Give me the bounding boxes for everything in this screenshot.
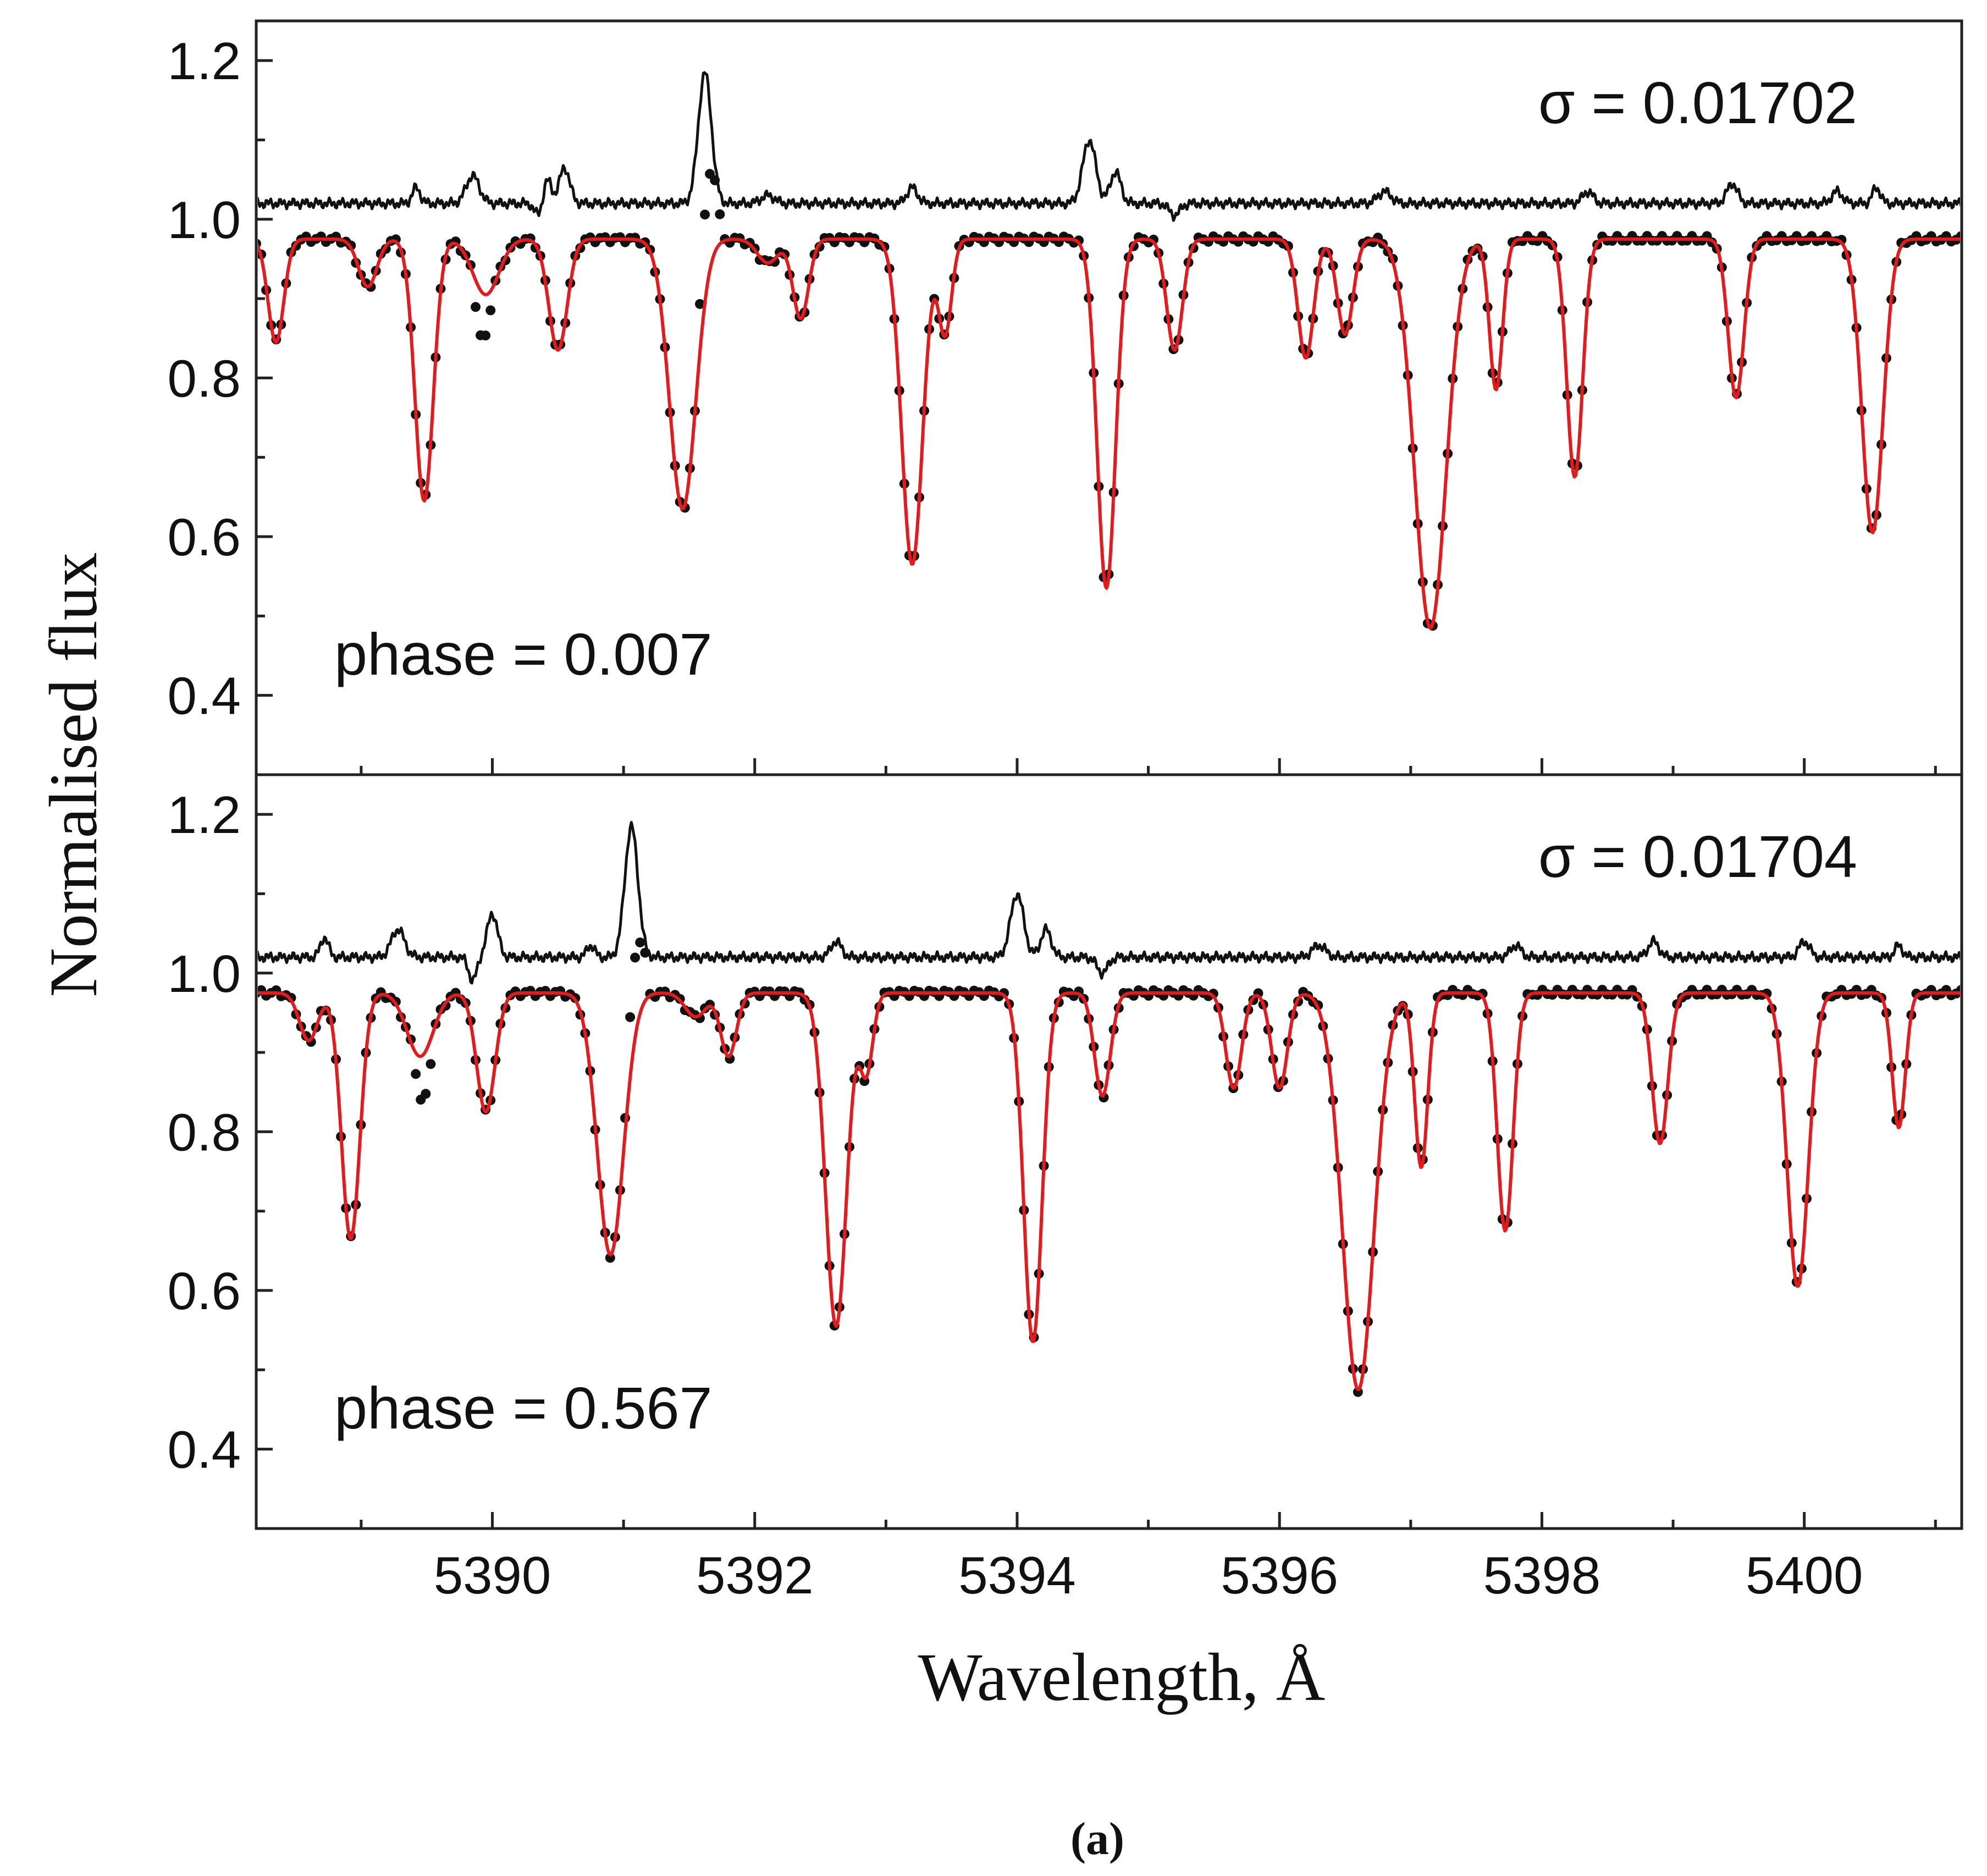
observed-point (700, 209, 710, 220)
observed-point (630, 952, 641, 963)
y-tick-label: 0.8 (168, 1103, 241, 1162)
phase-label: phase = 0.567 (334, 1375, 713, 1441)
figure-caption: (a) (1070, 1813, 1124, 1864)
y-tick-label: 1.2 (168, 32, 241, 91)
residual-series (258, 821, 1960, 985)
x-axis-title: Wavelength, Å (918, 1640, 1326, 1715)
y-tick-label: 0.4 (168, 1421, 241, 1480)
top-panel: 0.4 0.6 0.8 1.0 1.2 σ = 0.01702 phase = 0.007 (168, 32, 1960, 776)
x-tick-label: 5390 (434, 1546, 551, 1605)
residual-series (258, 71, 1960, 222)
observed-point (471, 302, 481, 312)
x-tick-label: 5392 (696, 1546, 814, 1605)
observed-point (710, 175, 720, 185)
y-tick-label: 1.0 (168, 191, 241, 250)
observed-point (605, 1252, 615, 1263)
observed-point (421, 1089, 431, 1099)
bottom-panel-frame (255, 773, 1963, 1530)
observed-point (695, 299, 705, 309)
observed-point (625, 1012, 636, 1022)
observed-point (635, 937, 645, 948)
observed-point (426, 1059, 436, 1069)
y-tick-label: 0.6 (168, 508, 241, 567)
model-series (258, 991, 1960, 1392)
observed-series (258, 937, 1960, 1397)
observed-point (1074, 235, 1084, 246)
x-tick-label: 5400 (1746, 1546, 1863, 1605)
y-tick-label: 0.4 (168, 667, 241, 726)
model-series (258, 237, 1960, 630)
y-tick-label: 0.8 (168, 349, 241, 408)
observed-point (481, 330, 491, 341)
x-tick-label: 5394 (958, 1546, 1076, 1605)
x-tick-label: 5396 (1221, 1546, 1338, 1605)
observed-point (485, 305, 496, 316)
observed-point (411, 1069, 421, 1079)
y-tick-label: 0.6 (168, 1262, 241, 1321)
sigma-label: σ = 0.01704 (1538, 823, 1857, 890)
observed-point (715, 209, 725, 219)
x-tick-label: 5398 (1483, 1546, 1601, 1605)
plot-area (258, 71, 1960, 631)
y-tick-label: 1.2 (168, 786, 241, 845)
y-tick-label: 1.0 (168, 945, 241, 1003)
sigma-label: σ = 0.01702 (1538, 69, 1857, 136)
y-axis-title: Normalised flux (36, 552, 111, 997)
observed-point (366, 282, 376, 292)
observed-point (640, 947, 650, 958)
bottom-panel: 0.4 0.6 0.8 1.0 1.2 5390 5392 5394 5396 5398 5400 σ… (168, 786, 1960, 1605)
plot-area (258, 821, 1960, 1397)
phase-label: phase = 0.007 (334, 621, 713, 687)
